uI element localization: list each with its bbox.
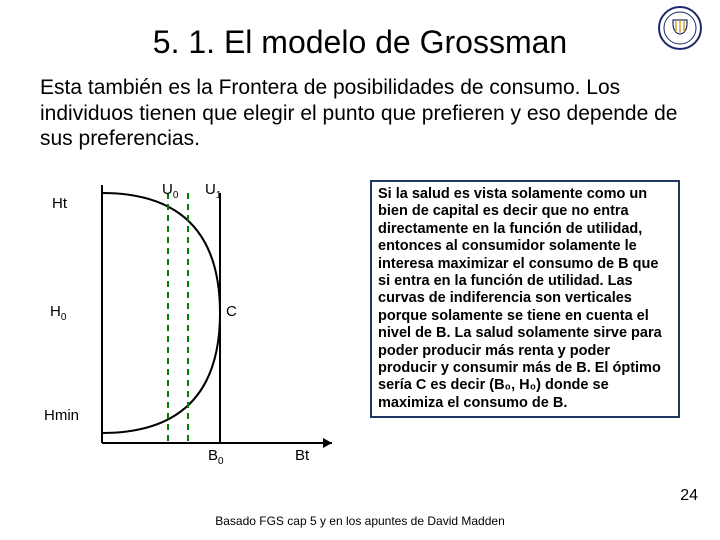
label-u1: U1 (205, 181, 221, 201)
label-c: C (226, 303, 237, 320)
label-hmin: Hmin (44, 407, 79, 424)
slide-title: 5. 1. El modelo de Grossman (0, 24, 720, 61)
label-h0: H0 (50, 303, 66, 323)
label-u0: U0 (162, 181, 178, 201)
label-bt: Bt (295, 447, 309, 464)
footer-citation: Basado FGS cap 5 y en los apuntes de Dav… (0, 514, 720, 528)
label-ht: Ht (52, 195, 67, 212)
body-paragraph: Esta también es la Frontera de posibilid… (40, 75, 680, 152)
grossman-diagram: Ht H0 Hmin U0 U1 C B0 Bt (40, 175, 350, 475)
label-b0: B0 (208, 447, 224, 467)
page-number: 24 (680, 487, 698, 505)
explanation-callout: Si la salud es vista solamente como un b… (370, 180, 680, 418)
